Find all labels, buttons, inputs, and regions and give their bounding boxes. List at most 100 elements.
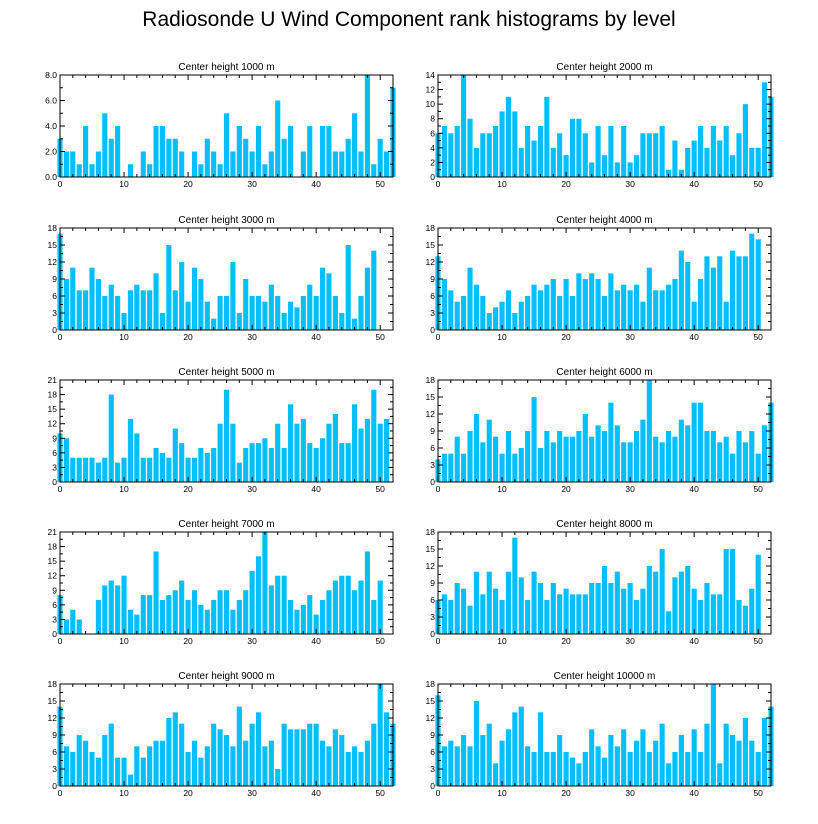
bar <box>531 397 537 482</box>
bar <box>76 164 82 177</box>
bar <box>697 126 704 177</box>
bar <box>300 729 306 786</box>
panel-2: Center height 2000 m 0 10 20 30 40 50 0 2 4 6 8 10 12… <box>426 62 774 189</box>
panel-title: Center height 6000 m <box>556 367 652 378</box>
bar <box>377 580 383 634</box>
bar <box>249 151 255 177</box>
bar <box>461 735 467 786</box>
y-tick-label: 12 <box>426 561 436 571</box>
bar <box>499 111 505 177</box>
panel-title: Center height 9000 m <box>178 671 274 682</box>
bar <box>582 279 588 330</box>
x-tick-label: 20 <box>561 179 571 189</box>
y-tick-label: 0 <box>430 325 435 335</box>
x-tick-label: 40 <box>311 788 321 798</box>
bar <box>441 746 447 786</box>
bar <box>576 594 582 634</box>
bar <box>159 452 166 482</box>
bar <box>345 575 351 634</box>
y-tick-label: 2.0 <box>45 147 57 157</box>
bar <box>313 448 319 482</box>
x-tick-label: 30 <box>247 332 257 342</box>
y-tick-label: 15 <box>426 544 436 554</box>
bar <box>364 740 370 786</box>
x-tick-label: 20 <box>183 332 193 342</box>
bar <box>236 600 242 634</box>
y-tick-label: 14 <box>426 70 436 80</box>
bar <box>646 267 652 330</box>
bar <box>659 723 665 786</box>
bar <box>749 740 755 786</box>
y-tick-label: 3 <box>52 764 57 774</box>
bar <box>723 436 729 482</box>
bar <box>236 706 242 786</box>
bar <box>467 746 473 786</box>
panel-4: Center height 4000 m 0 10 20 30 40 50 0 3 6 9 12 15 1… <box>426 215 772 342</box>
x-tick-label: 0 <box>58 179 63 189</box>
bar <box>140 151 146 177</box>
bar <box>185 752 191 786</box>
bar <box>243 448 249 482</box>
bar <box>345 752 351 786</box>
bar <box>300 296 306 330</box>
panel-6: Center height 6000 m 0 10 20 30 40 50 0 3 6 9 12 15 1… <box>426 367 774 494</box>
panel-title: Center height 4000 m <box>556 215 652 226</box>
x-tick-label: 20 <box>561 788 571 798</box>
bar <box>121 575 127 634</box>
bar <box>76 735 82 786</box>
bar <box>467 267 473 330</box>
bar <box>704 147 710 177</box>
bar <box>83 126 89 177</box>
bar <box>287 126 294 177</box>
bar <box>339 443 345 482</box>
bar <box>627 290 633 330</box>
bar <box>633 431 640 482</box>
panel-title: Center height 2000 m <box>556 62 652 73</box>
bar <box>691 140 697 177</box>
bar <box>608 273 614 330</box>
bar <box>153 273 159 330</box>
bar <box>236 313 242 330</box>
bar <box>236 462 242 482</box>
bar <box>441 453 447 482</box>
y-tick-label: 9 <box>52 730 57 740</box>
x-tick-label: 10 <box>119 484 129 494</box>
y-tick-label: 0 <box>52 629 57 639</box>
bar <box>697 279 704 330</box>
bar <box>326 746 332 786</box>
x-tick-label: 50 <box>375 788 385 798</box>
bar <box>262 746 268 786</box>
y-tick-label: 6 <box>52 747 57 757</box>
bar <box>473 571 479 634</box>
bar <box>249 570 255 634</box>
bar <box>115 296 121 330</box>
bar <box>493 763 499 786</box>
bar <box>640 133 646 177</box>
bar <box>697 752 704 786</box>
bar <box>755 147 761 177</box>
y-tick-label: 3 <box>430 764 435 774</box>
bar <box>108 723 114 786</box>
panel-10: Center height 10000 m 0 10 20 30 40 50 0 3 6 9 12 15… <box>426 671 774 798</box>
bar <box>249 443 255 482</box>
bar <box>268 448 274 482</box>
bar <box>262 301 268 330</box>
bar <box>755 752 761 786</box>
bar <box>749 147 755 177</box>
bar <box>653 436 659 482</box>
bar <box>493 307 499 330</box>
bar <box>595 126 601 177</box>
bar <box>544 96 550 177</box>
bar <box>736 740 742 786</box>
bar <box>204 138 210 177</box>
bar <box>371 723 377 786</box>
bar <box>762 82 768 177</box>
y-tick-label: 15 <box>426 392 436 402</box>
bar <box>63 151 69 177</box>
bar <box>493 588 499 634</box>
x-tick-label: 20 <box>183 788 193 798</box>
x-tick-label: 10 <box>497 636 507 646</box>
bar <box>255 712 262 786</box>
y-tick-label: 6.0 <box>45 96 57 106</box>
bar <box>717 256 723 330</box>
